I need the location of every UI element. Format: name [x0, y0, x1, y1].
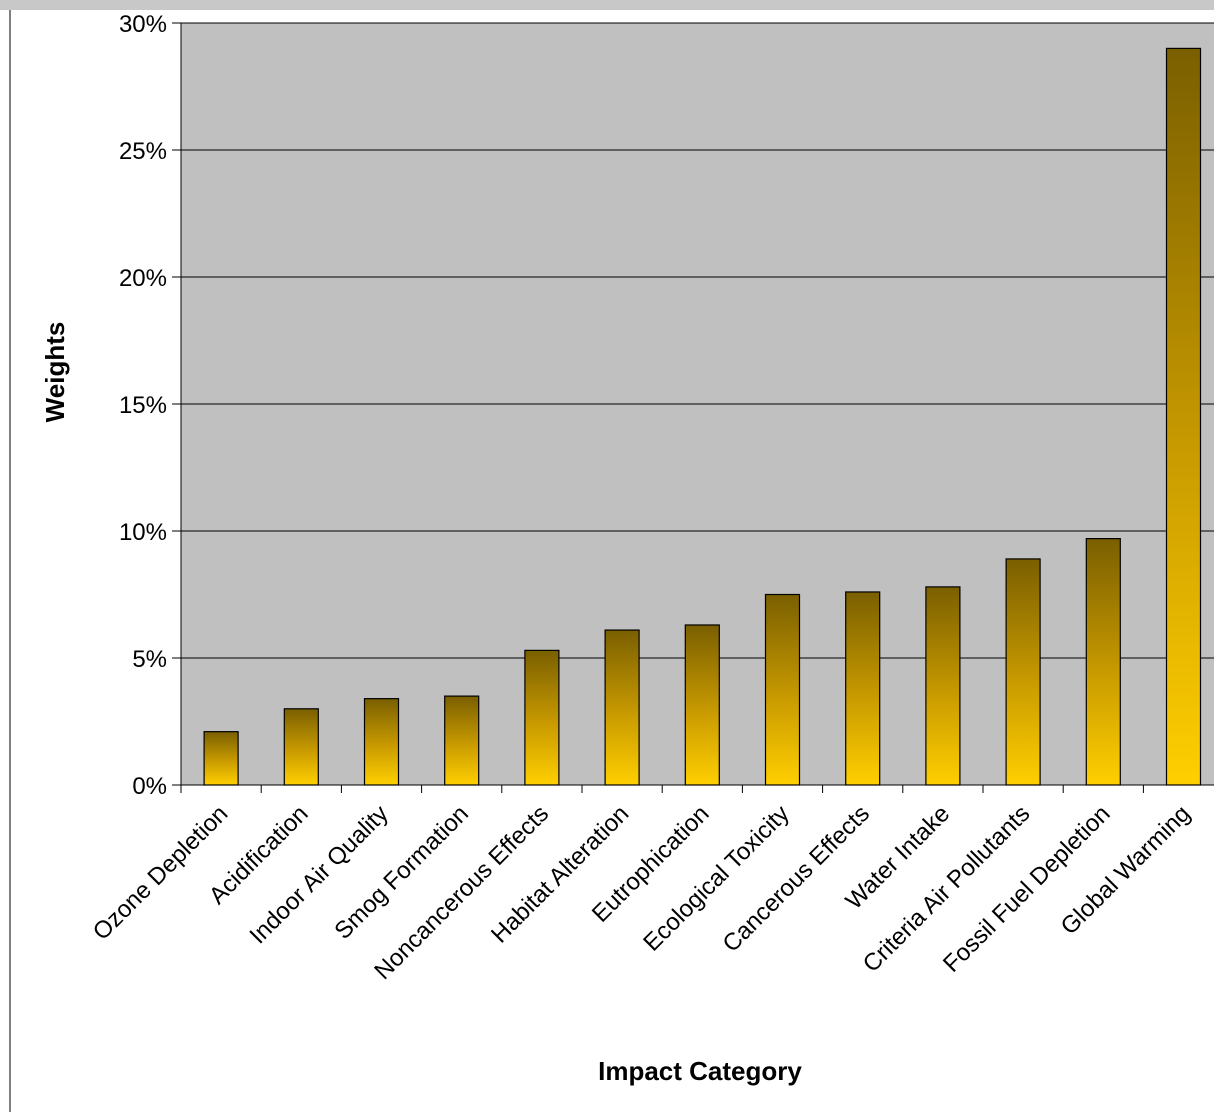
top-frame-strip — [0, 0, 1214, 10]
bar-smog-formation — [444, 695, 480, 786]
x-tick-label: Ecological Toxicity — [638, 800, 794, 956]
x-tick-label: Indoor Air Quality — [244, 800, 393, 949]
bar-fossil-fuel-depletion — [1085, 538, 1121, 786]
x-axis-title: Impact Category — [598, 1056, 802, 1086]
bar-eutrophication — [684, 624, 720, 786]
x-tick-label: Habitat Alteration — [486, 800, 634, 948]
bar-ecological-toxicity — [764, 593, 801, 786]
bar-water-intake — [925, 586, 961, 786]
x-tick-label: Smog Formation — [329, 800, 474, 945]
bar-indoor-air-quality — [363, 698, 400, 786]
y-ticks: 0% 5% 10% 15% 20% 25% 30% — [119, 11, 181, 800]
bar-acidification — [283, 708, 319, 786]
bars — [203, 47, 1202, 786]
y-tick-label: 0% — [132, 773, 167, 800]
y-tick-label: 10% — [119, 519, 167, 546]
y-tick-label: 15% — [119, 392, 167, 419]
y-tick-label: 20% — [119, 265, 167, 292]
y-tick-label: 30% — [119, 11, 167, 38]
bar-noncancerous-effects — [524, 649, 560, 786]
bar-cancerous-effects — [845, 591, 881, 786]
x-tick-label: Cancerous Effects — [718, 800, 875, 957]
bar-habitat-alteration — [604, 629, 640, 786]
y-tick-label: 25% — [119, 138, 167, 165]
bar-ozone-depletion — [203, 731, 239, 786]
y-tick-label: 5% — [132, 646, 167, 673]
bar-criteria-air-pollutants — [1005, 558, 1041, 786]
y-axis-title: Weights — [40, 322, 70, 423]
bar-global-warming — [1165, 47, 1202, 786]
x-tick-label: Ozone Depletion — [88, 800, 234, 946]
